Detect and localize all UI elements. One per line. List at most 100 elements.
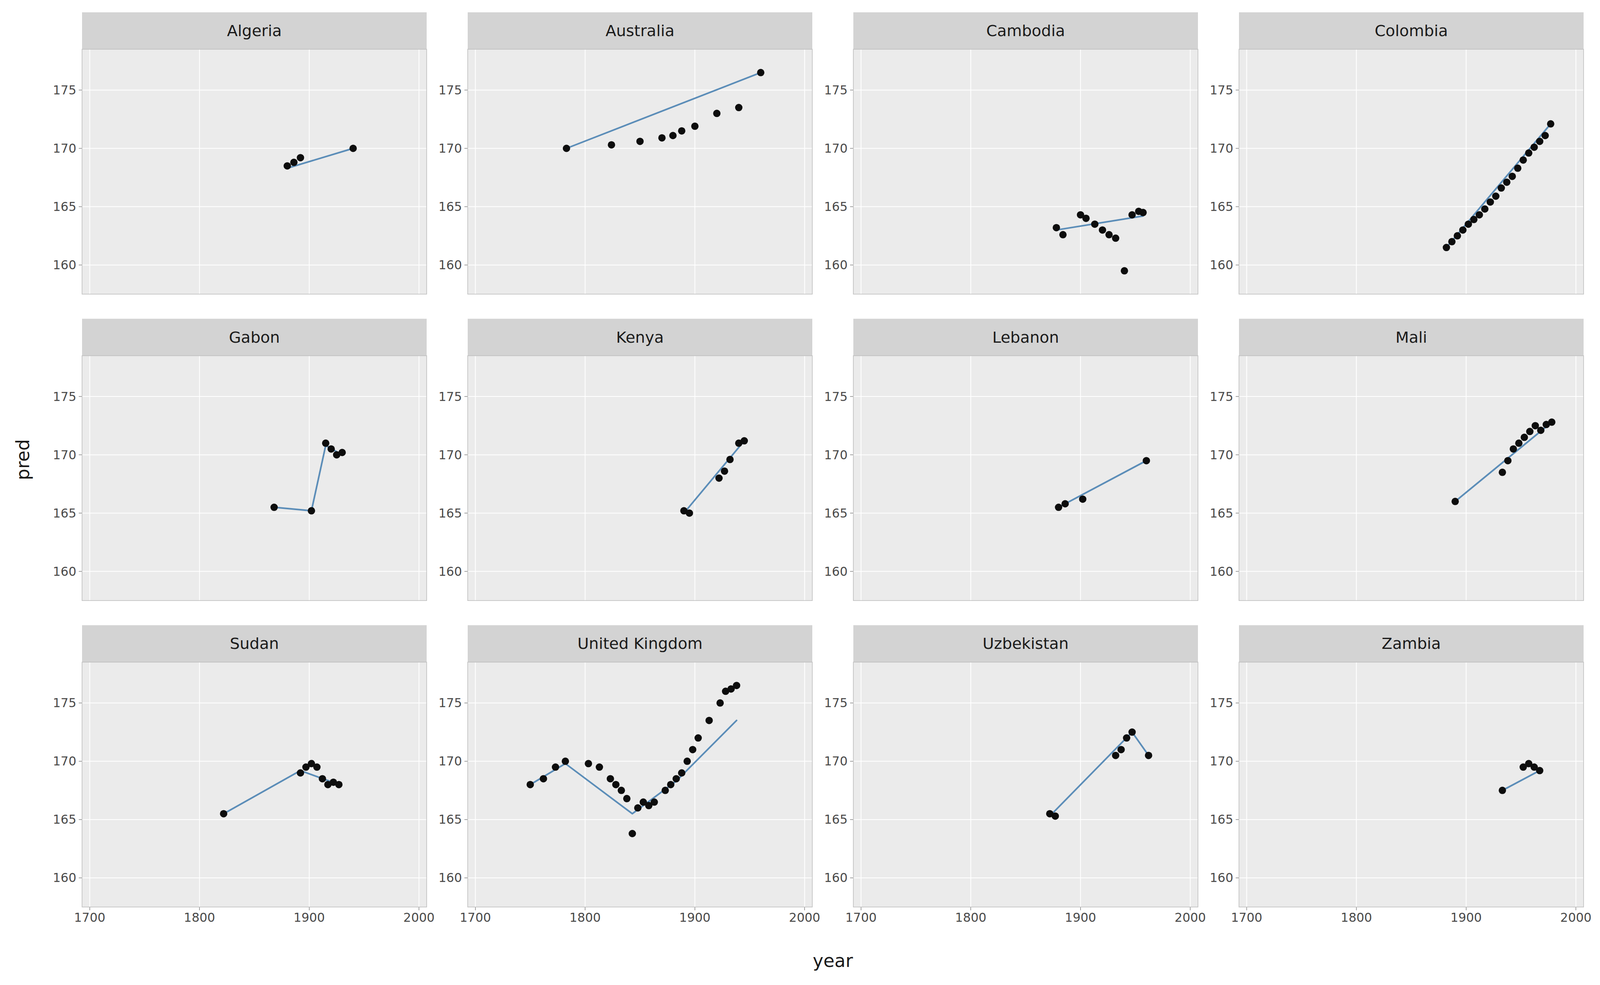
data-point: [1492, 192, 1500, 200]
tick-mark: [78, 89, 83, 91]
grid-line: [970, 49, 972, 295]
grid-line: [467, 818, 813, 820]
y-tick-label: 170: [824, 753, 848, 768]
data-point: [1513, 164, 1522, 172]
data-point: [658, 134, 666, 142]
y-tick-label: 165: [824, 811, 848, 827]
data-point: [623, 794, 631, 803]
panel: Mali160165170175: [1209, 318, 1584, 601]
y-tick-label: 160: [52, 257, 77, 272]
data-point: [1459, 226, 1467, 234]
y-tick-label: 175: [52, 695, 77, 710]
data-point: [595, 763, 604, 771]
y-axis-label: pred: [12, 438, 34, 480]
y-tick-label: 170: [1209, 447, 1234, 462]
x-tick-label: 1700: [74, 909, 106, 925]
x-tick-label: 1700: [459, 909, 492, 925]
y-tick-label: 165: [52, 505, 77, 521]
grid-line: [804, 661, 805, 907]
tick-mark: [850, 264, 854, 266]
data-point: [740, 436, 748, 445]
plot-frame: [853, 661, 1198, 907]
grid-line: [1246, 49, 1248, 295]
grid-line: [1189, 355, 1191, 601]
panel: Zambia1601651701751700180019002000: [1209, 624, 1592, 925]
tick-mark: [694, 906, 696, 910]
data-point: [1520, 433, 1529, 442]
data-point: [1142, 456, 1150, 464]
grid-line: [1238, 512, 1584, 514]
panel: Colombia160165170175: [1209, 12, 1584, 295]
data-point: [219, 809, 228, 818]
tick-mark: [1355, 906, 1357, 910]
data-point: [551, 763, 560, 771]
grid-line: [860, 355, 862, 601]
x-axis-label: year: [812, 949, 854, 971]
tick-mark: [1235, 512, 1239, 514]
tick-mark: [850, 148, 854, 149]
plot-area: [1238, 49, 1584, 295]
data-point: [1498, 786, 1507, 794]
grid-line: [1080, 355, 1082, 601]
grid-line: [853, 760, 1198, 762]
y-tick-label: 160: [1209, 870, 1234, 885]
data-point: [1120, 267, 1129, 275]
grid-line: [467, 206, 813, 208]
fit-line: [287, 148, 354, 169]
grid-line: [82, 264, 427, 266]
grid-line: [1355, 355, 1357, 601]
tick-mark: [850, 512, 854, 514]
tick-mark: [78, 877, 83, 878]
grid-line: [853, 877, 1198, 878]
data-point: [678, 127, 686, 135]
data-point: [561, 757, 570, 765]
plot-frame: [467, 355, 813, 601]
panel: Kenya160165170175: [438, 318, 813, 601]
panel-title: Kenya: [616, 328, 664, 347]
data-point: [691, 122, 699, 131]
grid-line: [584, 49, 586, 295]
grid-line: [467, 512, 813, 514]
grid-line: [308, 661, 310, 907]
data-point: [1530, 143, 1539, 151]
data-point: [1098, 226, 1107, 234]
tick-mark: [850, 454, 854, 455]
data-point: [349, 144, 357, 153]
y-tick-label: 170: [438, 141, 462, 156]
data-group: [270, 439, 346, 515]
fit-line: [223, 770, 339, 814]
y-tick-label: 170: [438, 447, 462, 462]
grid-line: [308, 355, 310, 601]
grid-line: [475, 355, 476, 601]
tick-mark: [78, 264, 83, 266]
data-point: [1547, 418, 1556, 426]
data-point: [1139, 208, 1147, 217]
grid-line: [860, 661, 862, 907]
plot-frame: [853, 355, 1198, 601]
grid-line: [1238, 570, 1584, 572]
data-group: [283, 144, 357, 170]
data-point: [672, 774, 680, 782]
y-tick-label: 170: [1209, 141, 1234, 156]
plot-frame: [1238, 355, 1584, 601]
data-point: [283, 162, 291, 170]
data-point: [327, 445, 335, 453]
grid-line: [1355, 661, 1357, 907]
y-tick-label: 160: [1209, 564, 1234, 579]
data-point: [1117, 745, 1125, 753]
grid-line: [308, 49, 310, 295]
y-tick-label: 160: [824, 564, 848, 579]
grid-line: [1575, 355, 1577, 601]
grid-line: [467, 89, 813, 91]
grid-line: [1355, 49, 1357, 295]
tick-mark: [1465, 906, 1467, 910]
grid-line: [1238, 760, 1584, 762]
tick-mark: [418, 906, 420, 910]
plot-area: [1238, 661, 1584, 907]
tick-mark: [464, 877, 468, 878]
grid-line: [82, 570, 427, 572]
data-point: [1509, 445, 1518, 453]
plot-area: [82, 661, 427, 907]
data-point: [1105, 230, 1113, 239]
y-tick-label: 165: [824, 199, 848, 214]
